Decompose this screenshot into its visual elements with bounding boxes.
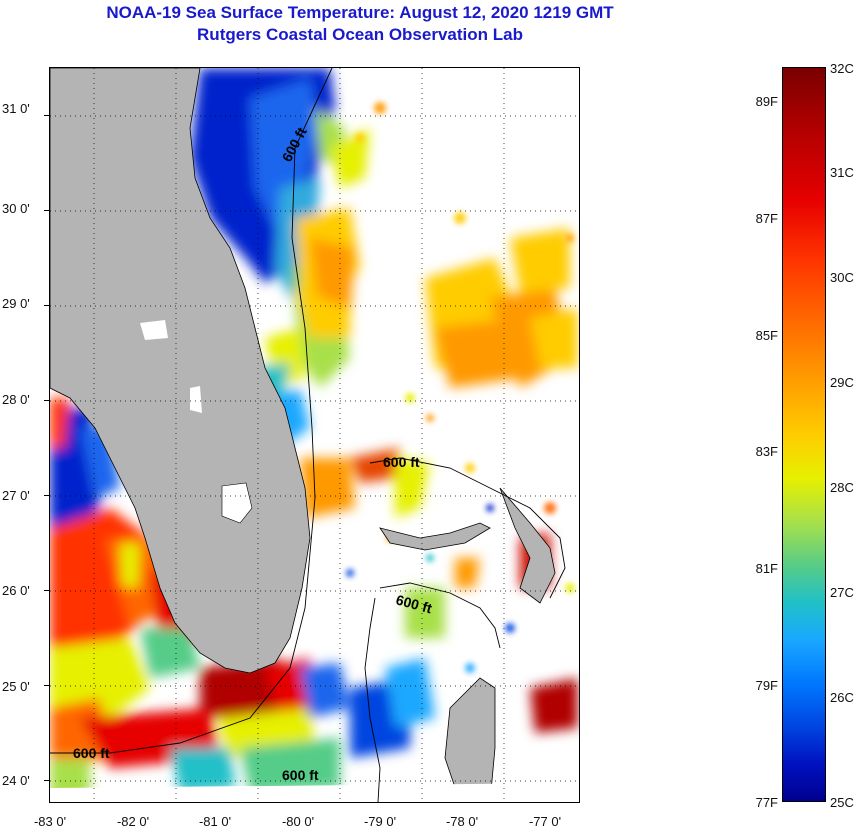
lat-label: 28 0' xyxy=(2,392,30,407)
lon-label: -77 0' xyxy=(528,814,562,829)
lon-label: -82 0' xyxy=(116,814,150,829)
colorbar-fahrenheit-label: 77F xyxy=(755,795,778,810)
isobath-600ft xyxy=(50,68,566,802)
sst-map-canvas: 600 ft 600 ft 600 ft 600 ft 600 ft xyxy=(50,68,579,802)
colorbar-fahrenheit-label: 85F xyxy=(755,328,778,343)
lon-label: -81 0' xyxy=(198,814,232,829)
sst-data-layer xyxy=(50,68,578,802)
lat-label: 24 0' xyxy=(2,773,30,788)
sst-map[interactable]: 600 ft 600 ft 600 ft 600 ft 600 ft xyxy=(49,67,580,803)
land-abaco xyxy=(499,487,556,604)
colorbar-fahrenheit-label: 89F xyxy=(755,94,778,109)
colorbar-fahrenheit-label: 83F xyxy=(755,444,778,459)
contour-label: 600 ft xyxy=(383,454,420,470)
colorbar-celsius-label: 31C xyxy=(830,165,854,180)
colorbar-fahrenheit-label: 79F xyxy=(755,678,778,693)
chart-title: NOAA-19 Sea Surface Temperature: August … xyxy=(106,3,614,22)
temperature-colorbar xyxy=(782,67,826,802)
contour-label: 600 ft xyxy=(282,767,319,783)
lat-label: 31 0' xyxy=(2,101,30,116)
lake-okeechobee xyxy=(221,482,253,524)
land-grand-bahama xyxy=(379,522,491,551)
lat-label: 25 0' xyxy=(2,679,30,694)
inland-lake xyxy=(190,386,202,413)
colorbar-celsius-label: 32C xyxy=(830,61,854,76)
colorbar-celsius-label: 30C xyxy=(830,270,854,285)
inland-lake xyxy=(140,320,168,340)
lon-label: -79 0' xyxy=(363,814,397,829)
lat-label: 30 0' xyxy=(2,201,30,216)
lon-label: -80 0' xyxy=(281,814,315,829)
colorbar-celsius-label: 26C xyxy=(830,690,854,705)
colorbar-celsius-label: 28C xyxy=(830,480,854,495)
lat-label: 27 0' xyxy=(2,488,30,503)
contour-label: 600 ft xyxy=(73,745,110,761)
map-bottom-blank xyxy=(50,783,579,802)
land-andros xyxy=(444,677,496,802)
lat-label: 29 0' xyxy=(2,296,30,311)
lat-label: 26 0' xyxy=(2,583,30,598)
lon-label: -83 0' xyxy=(33,814,67,829)
colorbar-fahrenheit-label: 81F xyxy=(755,561,778,576)
colorbar-celsius-label: 27C xyxy=(830,585,854,600)
colorbar-celsius-label: 25C xyxy=(830,795,854,810)
lon-label: -78 0' xyxy=(445,814,479,829)
chart-subtitle: Rutgers Coastal Ocean Observation Lab xyxy=(197,25,523,44)
land-florida xyxy=(50,68,311,674)
graticule xyxy=(50,68,579,802)
colorbar-fahrenheit-label: 87F xyxy=(755,211,778,226)
colorbar-celsius-label: 29C xyxy=(830,375,854,390)
